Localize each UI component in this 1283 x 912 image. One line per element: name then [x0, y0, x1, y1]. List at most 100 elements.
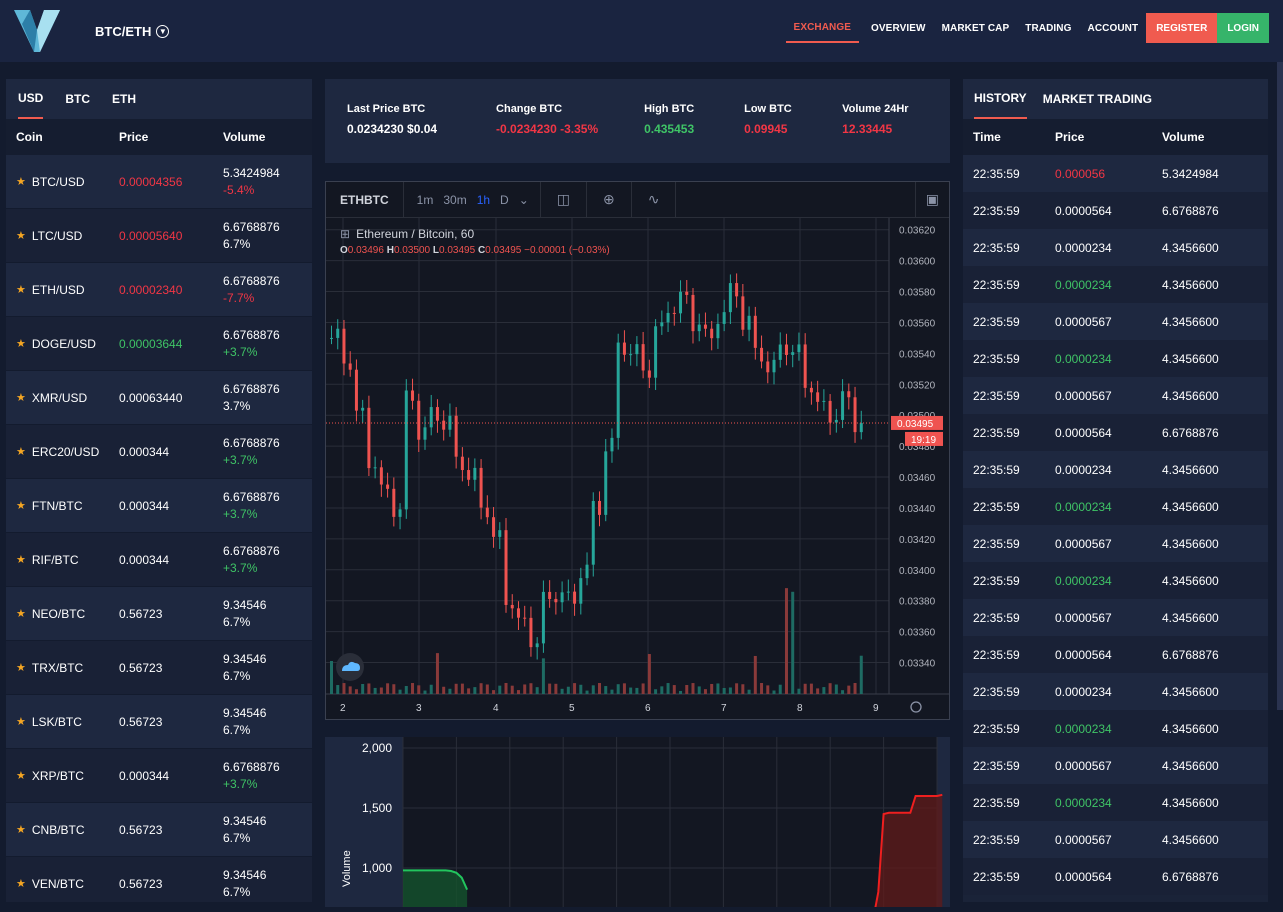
market-row[interactable]: ★ LTC/USD 0.00005640 6.6768876 6.7% [6, 209, 312, 263]
history-row[interactable]: 22:35:59 0.000056 5.3424984 [963, 155, 1268, 192]
candle-body [330, 337, 333, 339]
column-header-time[interactable]: Time [973, 130, 1001, 144]
market-row[interactable]: ★ VEN/BTC 0.56723 9.34546 6.7% [6, 857, 312, 902]
history-row[interactable]: 22:35:59 0.0000234 4.3456600 [963, 784, 1268, 821]
time-tick-label: 4 [493, 703, 499, 714]
history-tabs: HISTORY MARKET TRADING [963, 79, 1268, 119]
nav-account[interactable]: ACCOUNT [1087, 22, 1139, 34]
star-icon[interactable]: ★ [16, 878, 26, 890]
history-row[interactable]: 22:35:59 0.0000567 4.3456600 [963, 377, 1268, 414]
candlestick-chart[interactable]: 0.03620 0.03600 0.03580 0.03560 0.03540 0.035… [326, 218, 949, 719]
history-row[interactable]: 22:35:59 0.0000234 4.3456600 [963, 710, 1268, 747]
tab-market-trading[interactable]: MARKET TRADING [1042, 92, 1153, 106]
history-row[interactable]: 22:35:59 0.0000567 4.3456600 [963, 747, 1268, 784]
history-row[interactable]: 22:35:59 0.0000567 4.3456600 [963, 599, 1268, 636]
column-header-coin[interactable]: Coin [16, 130, 43, 144]
tab-usd[interactable]: USD [18, 79, 44, 119]
market-row[interactable]: ★ ETH/USD 0.00002340 6.6768876 -7.7% [6, 263, 312, 317]
history-time: 22:35:59 [973, 314, 1020, 329]
star-icon[interactable]: ★ [16, 554, 26, 566]
column-header-price[interactable]: Price [1055, 130, 1085, 144]
history-row[interactable]: 22:35:59 0.0000564 6.6768876 [963, 192, 1268, 229]
add-indicator-icon[interactable]: ⊕ [603, 191, 615, 207]
history-row[interactable]: 22:35:59 0.0000234 4.3456600 [963, 266, 1268, 303]
collapse-legend-icon[interactable]: ⊞ [340, 227, 351, 241]
star-icon[interactable]: ★ [16, 284, 26, 296]
login-button[interactable]: LOGIN [1217, 13, 1269, 43]
market-row[interactable]: ★ ERC20/USD 0.000344 6.6768876 +3.7% [6, 425, 312, 479]
market-row[interactable]: ★ RIF/BTC 0.000344 6.6768876 +3.7% [6, 533, 312, 587]
column-header-volume[interactable]: Volume [1162, 130, 1205, 144]
history-row[interactable]: 22:35:59 0.0000567 4.3456600 [963, 821, 1268, 858]
market-volume: 6.6768876 [223, 381, 280, 396]
volume-bar [460, 683, 464, 694]
timeframe-1m[interactable]: 1m [416, 192, 434, 207]
history-row[interactable]: 22:35:59 0.0000234 4.3456600 [963, 451, 1268, 488]
star-icon[interactable]: ★ [16, 446, 26, 458]
history-row[interactable]: 22:35:59 0.0000567 4.3456600 [963, 303, 1268, 340]
market-row[interactable]: ★ BTC/USD 0.00004356 5.3424984 -5.4% [6, 155, 312, 209]
register-button[interactable]: REGISTER [1146, 13, 1218, 43]
markets-list: ★ BTC/USD 0.00004356 5.3424984 -5.4% ★ L… [6, 155, 312, 902]
history-row[interactable]: 22:35:59 0.0000234 4.3456600 [963, 229, 1268, 266]
chart-symbol[interactable]: ETHBTC [326, 181, 404, 218]
page-scrollbar[interactable] [1277, 62, 1283, 710]
history-row[interactable]: 22:35:59 0.0000234 4.3456600 [963, 340, 1268, 377]
nav-market-cap[interactable]: MARKET CAP [941, 22, 1010, 34]
timeframe-30m[interactable]: 30m [443, 192, 467, 207]
tab-history[interactable]: HISTORY [974, 79, 1027, 119]
nav-exchange[interactable]: EXCHANGE [785, 13, 860, 43]
volume-bar [492, 690, 496, 694]
market-row[interactable]: ★ TRX/BTC 0.56723 9.34546 6.7% [6, 641, 312, 695]
column-header-volume[interactable]: Volume [223, 129, 266, 144]
star-icon[interactable]: ★ [16, 662, 26, 674]
logo-icon[interactable] [14, 10, 60, 52]
volume-bar [841, 690, 845, 694]
star-icon[interactable]: ★ [16, 500, 26, 512]
history-row[interactable]: 22:35:59 0.0000234 4.3456600 [963, 562, 1268, 599]
market-row[interactable]: ★ CNB/BTC 0.56723 9.34546 6.7% [6, 803, 312, 857]
star-icon[interactable]: ★ [16, 392, 26, 404]
star-icon[interactable]: ★ [16, 716, 26, 728]
volume-bar [473, 687, 477, 694]
history-row[interactable]: 22:35:59 0.0000234 4.3456600 [963, 488, 1268, 525]
column-header-price[interactable]: Price [119, 130, 149, 144]
star-icon[interactable]: ★ [16, 338, 26, 350]
volume-bar [604, 686, 608, 694]
history-row[interactable]: 22:35:59 0.0000234 4.3456600 [963, 673, 1268, 710]
star-icon[interactable]: ★ [16, 230, 26, 242]
tab-btc[interactable]: BTC [65, 92, 91, 106]
timeframe-1h[interactable]: 1h [476, 192, 491, 207]
star-icon[interactable]: ★ [16, 770, 26, 782]
history-row[interactable]: 22:35:59 0.0000567 4.3456600 [963, 525, 1268, 562]
history-volume: 4.3456600 [1162, 462, 1219, 477]
history-row[interactable]: 22:35:59 0.0000564 6.6768876 [963, 414, 1268, 451]
volume-bar [598, 683, 601, 694]
pair-selector[interactable]: BTC/ETH ▼ [95, 24, 170, 39]
market-row[interactable]: ★ LSK/BTC 0.56723 9.34546 6.7% [6, 695, 312, 749]
depth-y-tick: 2,000 [362, 741, 392, 755]
chart-title-text: Ethereum / Bitcoin, 60 [356, 227, 475, 241]
indicators-icon[interactable]: ∿ [647, 191, 660, 207]
camera-icon[interactable]: ▣ [914, 181, 949, 218]
market-row[interactable]: ★ NEO/BTC 0.56723 9.34546 6.7% [6, 587, 312, 641]
market-row[interactable]: ★ DOGE/USD 0.00003644 6.6768876 +3.7% [6, 317, 312, 371]
star-icon[interactable]: ★ [16, 176, 26, 188]
timeframe-dropdown-icon[interactable]: ⌄ [518, 192, 529, 207]
market-row[interactable]: ★ FTN/BTC 0.000344 6.6768876 +3.7% [6, 479, 312, 533]
gear-icon[interactable] [910, 701, 922, 713]
market-row[interactable]: ★ XMR/USD 0.00063440 6.6768876 3.7% [6, 371, 312, 425]
star-icon[interactable]: ★ [16, 824, 26, 836]
nav-overview[interactable]: OVERVIEW [871, 22, 926, 34]
candle-style-icon[interactable]: ◫ [556, 191, 571, 207]
timeframe-d[interactable]: D [500, 192, 509, 207]
depth-chart[interactable]: 2,000 1,500 1,000 Volume [325, 737, 950, 912]
history-row[interactable]: 22:35:59 0.0000564 6.6768876 [963, 636, 1268, 673]
star-icon[interactable]: ★ [16, 608, 26, 620]
tab-eth[interactable]: ETH [112, 92, 137, 106]
history-time: 22:35:59 [973, 388, 1020, 403]
market-row[interactable]: ★ XRP/BTC 0.000344 6.6768876 +3.7% [6, 749, 312, 803]
history-row[interactable]: 22:35:59 0.0000564 6.6768876 [963, 858, 1268, 895]
market-coin-cell: ★ BTC/USD [6, 175, 119, 189]
nav-trading[interactable]: TRADING [1025, 22, 1072, 34]
